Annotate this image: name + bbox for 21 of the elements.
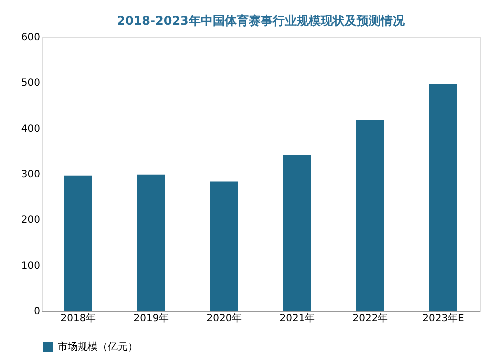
y-tick-label: 600 (21, 32, 40, 44)
bar (138, 174, 166, 311)
bar (64, 176, 92, 311)
y-tick-label: 400 (21, 124, 40, 135)
x-tick-label: 2018年 (60, 312, 96, 324)
legend-label: 市场规模（亿元） (58, 341, 138, 353)
bar (430, 84, 458, 311)
y-tick-label: 500 (21, 78, 40, 90)
chart-title: 2018-2023年中国体育赛事行业规模现状及预测情况 (117, 14, 406, 28)
x-tick-label: 2020年 (206, 312, 242, 324)
x-tick-label: 2019年 (134, 312, 170, 324)
x-tick-label: 2021年 (280, 312, 316, 324)
y-tick-label: 0 (34, 306, 40, 318)
y-tick-label: 300 (21, 170, 40, 180)
bar (356, 120, 384, 311)
bar (210, 182, 238, 311)
y-tick-label: 200 (21, 215, 40, 226)
x-tick-label: 2023年E (422, 312, 464, 324)
bar (284, 155, 312, 311)
x-tick-label: 2022年 (352, 312, 388, 324)
y-tick-label: 100 (21, 260, 40, 272)
